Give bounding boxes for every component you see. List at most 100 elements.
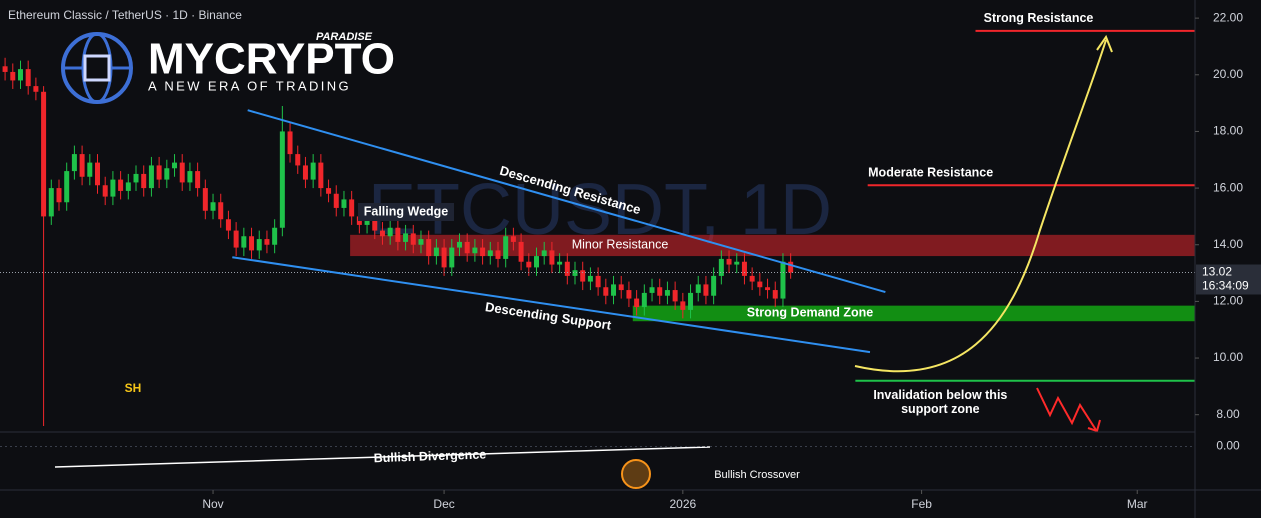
candle-body bbox=[179, 162, 185, 183]
candle-body bbox=[618, 284, 624, 291]
candle-body bbox=[472, 247, 478, 254]
indicator-pane: Bullish Divergence Bullish Crossover bbox=[0, 431, 1195, 489]
candle-body bbox=[765, 287, 771, 291]
candle-body bbox=[133, 173, 139, 183]
candle-body bbox=[641, 292, 647, 308]
crossover-label: Bullish Crossover bbox=[714, 469, 800, 481]
candle-body bbox=[564, 261, 570, 276]
projection-curve bbox=[854, 39, 1107, 373]
candle-body bbox=[256, 239, 262, 251]
candle-body bbox=[680, 301, 686, 310]
candle-body bbox=[33, 86, 39, 92]
candle-body bbox=[56, 188, 62, 203]
candle-body bbox=[25, 69, 31, 87]
candle-body bbox=[279, 131, 285, 228]
candle-body bbox=[187, 171, 193, 183]
candle-body bbox=[17, 69, 23, 81]
zone-label: Minor Resistance bbox=[572, 238, 669, 252]
candle-body bbox=[711, 275, 717, 296]
candle-body bbox=[688, 292, 694, 310]
candle-body bbox=[333, 193, 339, 208]
candle-body bbox=[349, 199, 355, 217]
pane-tick-label: 0.00 bbox=[1216, 439, 1240, 453]
candle-body bbox=[195, 171, 201, 189]
breakdown-arrowhead bbox=[1087, 419, 1101, 433]
candle-body bbox=[264, 239, 270, 245]
candle-body bbox=[480, 247, 486, 257]
chart-title: Ethereum Classic / TetherUS · 1D · Binan… bbox=[8, 8, 242, 22]
candle-body bbox=[110, 179, 116, 197]
candle-body bbox=[749, 275, 755, 282]
candle-body bbox=[48, 188, 54, 217]
candle-body bbox=[634, 298, 640, 308]
candle-body bbox=[87, 162, 93, 177]
logo: MYCRYPTO PARADISE A NEW ERA OF TRADING bbox=[61, 31, 395, 104]
level-label: support zone bbox=[901, 402, 980, 416]
y-tick-label: 12.00 bbox=[1213, 294, 1243, 308]
candle-body bbox=[172, 162, 178, 169]
candle-body bbox=[410, 233, 416, 245]
candle-body bbox=[433, 247, 439, 257]
candle-body bbox=[657, 287, 663, 296]
x-tick-label: 2026 bbox=[669, 497, 696, 511]
candle-body bbox=[156, 165, 162, 180]
candle-body bbox=[233, 230, 239, 248]
candle-body bbox=[503, 236, 509, 259]
candles bbox=[2, 57, 794, 427]
candle-body bbox=[418, 239, 424, 245]
candle-body bbox=[572, 270, 578, 276]
candle-body bbox=[734, 261, 740, 265]
candle-body bbox=[626, 290, 632, 299]
x-tick-label: Feb bbox=[911, 497, 932, 511]
candle-body bbox=[372, 213, 378, 231]
zone bbox=[350, 234, 1196, 257]
candle-body bbox=[387, 227, 393, 237]
candle-body bbox=[210, 202, 216, 211]
candle-body bbox=[310, 162, 316, 180]
candle-body bbox=[403, 233, 409, 242]
candle-body bbox=[541, 250, 547, 257]
y-tick-label: 8.00 bbox=[1216, 407, 1240, 421]
falling-wedge-label: Falling Wedge bbox=[364, 204, 449, 218]
candle-body bbox=[395, 227, 401, 242]
candle-body bbox=[464, 241, 470, 254]
candle-body bbox=[287, 131, 293, 155]
candle-body bbox=[718, 258, 724, 276]
candle-body bbox=[102, 185, 108, 197]
candle-body bbox=[772, 290, 778, 299]
falling-wedge-box bbox=[358, 203, 454, 221]
candle-body bbox=[441, 247, 447, 268]
candle-body bbox=[780, 261, 786, 299]
zones bbox=[350, 234, 1196, 322]
candle-body bbox=[141, 173, 147, 189]
candle-body bbox=[664, 290, 670, 296]
x-tick-label: Dec bbox=[433, 497, 454, 511]
last-price-label: 13.02 bbox=[1202, 265, 1232, 279]
candle-body bbox=[456, 241, 462, 248]
divergence-label: Bullish Divergence bbox=[373, 447, 486, 465]
level-label: Moderate Resistance bbox=[868, 166, 993, 180]
candle-body bbox=[587, 275, 593, 282]
candle-body bbox=[603, 287, 609, 296]
y-tick-label: 22.00 bbox=[1213, 10, 1243, 24]
logo-chip bbox=[83, 54, 111, 82]
candle-body bbox=[295, 154, 301, 166]
candle-body bbox=[703, 284, 709, 296]
candle-body bbox=[249, 236, 255, 251]
candle-body bbox=[549, 250, 555, 265]
last-price-box bbox=[1196, 264, 1261, 295]
candle-body bbox=[379, 230, 385, 237]
candle-body bbox=[611, 284, 617, 296]
zone bbox=[632, 305, 1195, 322]
candle-body bbox=[272, 227, 278, 245]
y-tick-label: 10.00 bbox=[1213, 350, 1243, 364]
candle-body bbox=[741, 261, 747, 276]
candle-body bbox=[526, 261, 532, 268]
candle-body bbox=[41, 91, 47, 217]
candle-body bbox=[487, 250, 493, 257]
candle-body bbox=[426, 239, 432, 257]
sh-label: SH bbox=[125, 381, 142, 395]
